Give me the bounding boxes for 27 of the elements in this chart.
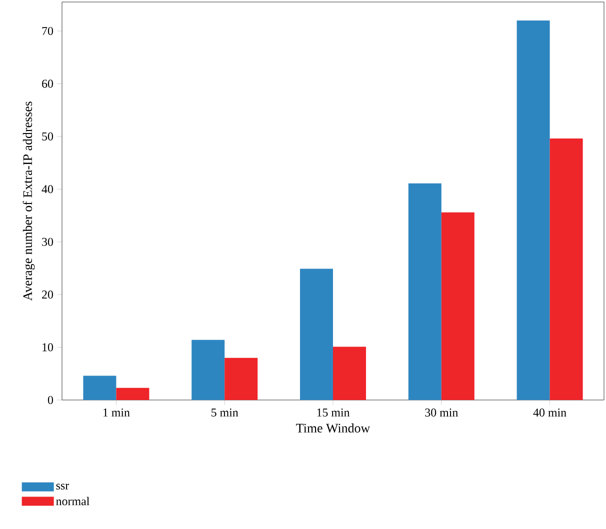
legend-label: normal	[56, 496, 90, 506]
bar	[192, 340, 225, 400]
bar	[83, 376, 116, 400]
x-axis-title: Time Window	[296, 423, 370, 433]
y-tick-label: 40	[42, 185, 54, 194]
x-tick-label: 1 min	[103, 408, 130, 416]
y-tick-label: 10	[42, 343, 54, 352]
x-tick-label: 15 min	[317, 408, 350, 417]
y-tick-label: 0	[48, 396, 54, 404]
y-tick-label: 60	[42, 80, 54, 88]
y-axis-title: Average number of Extra-IP addresses	[22, 102, 35, 301]
bar	[408, 183, 442, 400]
bar	[441, 212, 474, 400]
y-tick-label: 70	[42, 26, 54, 36]
bar	[300, 268, 333, 400]
y-tick-label: 50	[42, 132, 54, 140]
legend-label: ssr	[56, 484, 69, 490]
x-tick-label: 30 min	[425, 408, 458, 417]
bar	[224, 358, 258, 400]
bar	[116, 388, 150, 400]
y-tick-label: 20	[42, 290, 54, 299]
x-tick-label: 40 min	[533, 408, 566, 417]
y-tick-label: 30	[42, 238, 54, 246]
bar	[516, 20, 550, 400]
bar	[550, 138, 583, 400]
bar	[333, 346, 366, 400]
x-tick-label: 5 min	[212, 408, 238, 417]
